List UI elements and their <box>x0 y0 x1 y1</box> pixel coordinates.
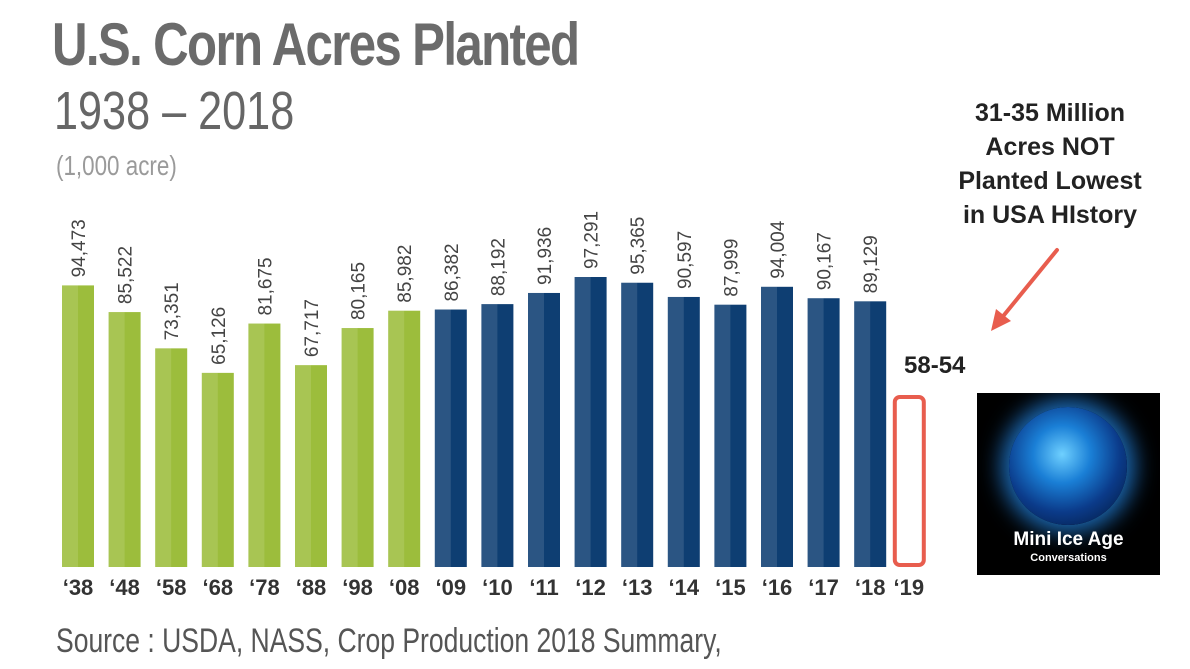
value-label: 90,167 <box>815 232 836 290</box>
chart-title: U.S. Corn Acres Planted <box>52 11 580 78</box>
value-label: 85,982 <box>395 245 416 303</box>
annotation-line: 31-35 Million <box>974 99 1126 127</box>
x-tick-label: ‘09 <box>436 575 467 600</box>
x-tick-label: ‘11 <box>529 575 558 600</box>
bar-shade <box>155 348 172 567</box>
bar <box>621 282 654 567</box>
bar-shade <box>62 285 78 567</box>
value-label: 90,597 <box>675 231 696 289</box>
value-label: 67,717 <box>302 299 323 357</box>
x-tick-label: ‘38 <box>63 575 94 600</box>
bar-shade <box>248 323 265 567</box>
source-note: Source : USDA, NASS, Crop Production 201… <box>56 622 722 660</box>
x-tick-label: ‘48 <box>109 575 140 600</box>
x-tick-label: ‘58 <box>156 575 187 600</box>
bar <box>434 309 467 567</box>
x-tick-label: ‘19 <box>894 575 925 600</box>
annotation-line: Planted Lowest <box>958 167 1142 195</box>
range-label: 58-54 <box>904 352 966 379</box>
mini-ice-age-logo: Mini Ice Age Conversations <box>977 393 1160 575</box>
value-label: 94,004 <box>768 220 789 279</box>
bar <box>714 304 747 567</box>
bar <box>108 312 141 567</box>
bar <box>388 310 421 567</box>
bar-shade <box>574 277 591 567</box>
value-label: 89,129 <box>861 235 882 293</box>
bar-shade <box>528 292 544 567</box>
x-tick-label: ‘78 <box>249 575 280 600</box>
bar <box>574 277 607 567</box>
value-label: 80,165 <box>349 262 370 320</box>
unit-label: (1,000 acre) <box>56 150 177 181</box>
x-tick-label: ‘98 <box>342 575 373 600</box>
value-label: 81,675 <box>255 257 276 315</box>
bar <box>155 348 188 567</box>
value-label: 85,522 <box>116 246 137 304</box>
value-label: 94,473 <box>69 219 90 277</box>
bar <box>528 292 560 567</box>
bar <box>854 301 887 567</box>
bar <box>481 304 514 567</box>
x-tick-label: ‘16 <box>762 575 793 600</box>
bar <box>248 323 281 567</box>
logo-subtitle: Conversations <box>1030 552 1107 564</box>
bar <box>201 372 234 567</box>
value-label: 88,192 <box>488 238 509 296</box>
bar-shade <box>761 286 777 567</box>
x-tick-label: ‘13 <box>622 575 653 600</box>
x-tick-label: ‘14 <box>669 575 700 600</box>
bar <box>761 286 793 567</box>
value-label: 73,351 <box>162 282 183 340</box>
bar-shade <box>388 310 405 567</box>
bar <box>667 296 700 567</box>
bar <box>341 328 374 567</box>
x-tick-label: ‘08 <box>389 575 420 600</box>
value-label: 91,936 <box>535 227 556 285</box>
bar-shade <box>621 282 638 567</box>
x-tick-label: ‘15 <box>715 575 746 600</box>
bar-shade <box>854 301 871 567</box>
bar-shade <box>295 365 311 567</box>
value-label: 95,365 <box>628 217 649 275</box>
value-label: 87,999 <box>721 239 742 297</box>
annotation-arrowhead-icon <box>991 309 1011 331</box>
bar-shade <box>481 304 498 567</box>
bar <box>807 298 840 567</box>
x-tick-label: ‘18 <box>855 575 886 600</box>
x-tick-label: ‘17 <box>808 575 839 600</box>
bar-shade <box>714 304 731 567</box>
value-label: 86,382 <box>442 243 463 301</box>
annotation-text: 31-35 Million Acres NOT Planted Lowest i… <box>905 96 1190 232</box>
bar-shade <box>434 309 451 567</box>
x-tick-label: ‘68 <box>203 575 234 600</box>
bar-shade <box>201 372 218 567</box>
bar-shade <box>341 328 358 567</box>
annotation-arrow-shaft <box>998 248 1059 322</box>
bar-shade <box>667 296 684 567</box>
bar <box>62 285 94 567</box>
value-label: 97,291 <box>582 211 603 269</box>
value-label: 65,126 <box>209 307 230 365</box>
bar-shade <box>108 312 125 567</box>
projected-bar-outline <box>892 395 926 567</box>
chart-subtitle: 1938 – 2018 <box>54 81 295 141</box>
annotation-line: in USA HIstory <box>962 201 1138 229</box>
x-tick-label: ‘10 <box>482 575 513 600</box>
globe-icon <box>1009 407 1127 525</box>
annotation-line: Acres NOT <box>985 133 1115 161</box>
logo-title: Mini Ice Age <box>1013 529 1124 550</box>
bar <box>295 365 327 567</box>
x-tick-label: ‘88 <box>296 575 327 600</box>
bar-shade <box>807 298 824 567</box>
x-tick-label: ‘12 <box>575 575 606 600</box>
